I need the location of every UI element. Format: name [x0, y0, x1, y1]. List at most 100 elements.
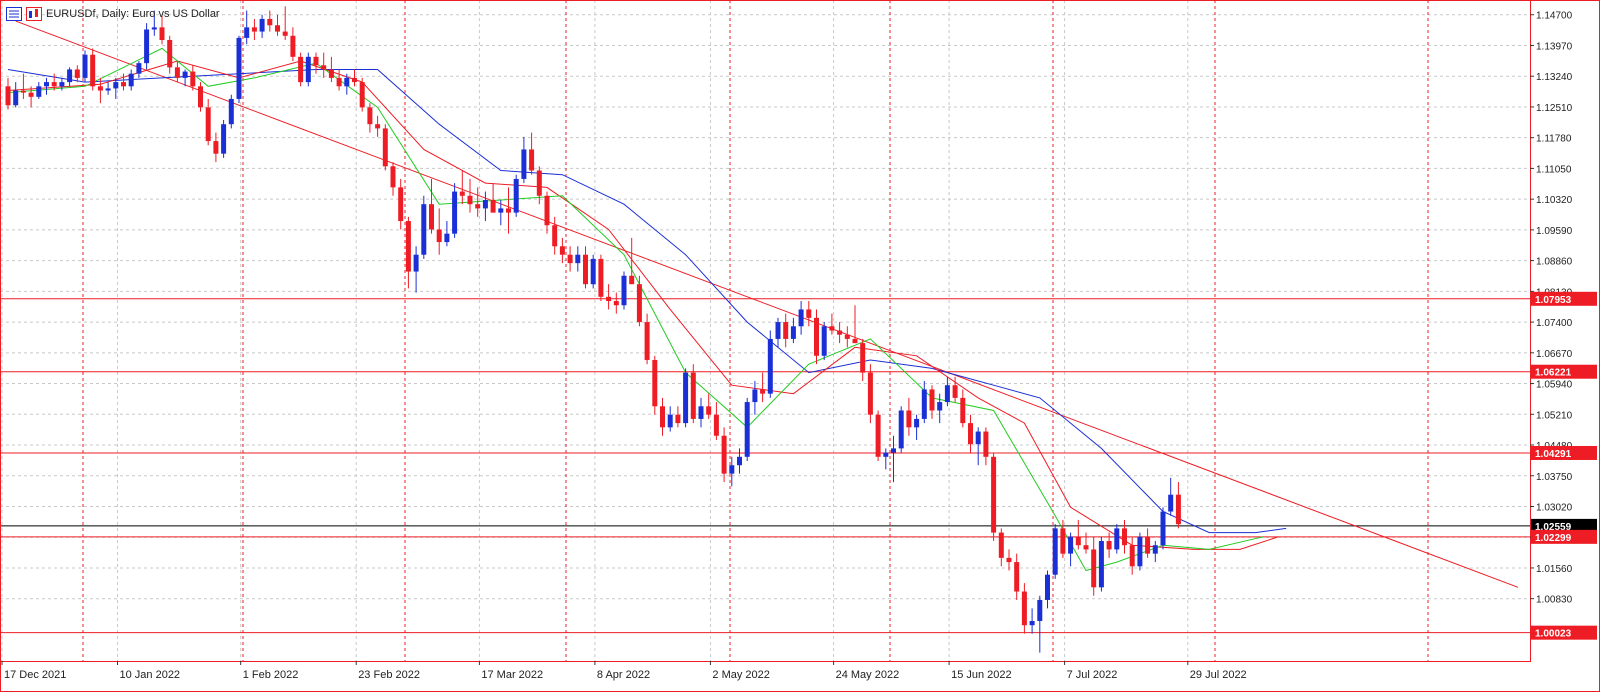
candle[interactable]: [529, 132, 535, 175]
candle[interactable]: [875, 410, 881, 462]
candle[interactable]: [290, 27, 296, 62]
candle[interactable]: [228, 94, 234, 129]
candle[interactable]: [190, 65, 196, 91]
candle[interactable]: [144, 23, 150, 70]
candle[interactable]: [1014, 553, 1020, 600]
candle[interactable]: [244, 10, 250, 45]
candle[interactable]: [1091, 536, 1097, 596]
candle[interactable]: [205, 98, 211, 146]
candle[interactable]: [1145, 528, 1151, 558]
candle[interactable]: [452, 183, 458, 238]
candle[interactable]: [629, 237, 635, 285]
candle[interactable]: [59, 77, 65, 91]
candle[interactable]: [182, 69, 188, 87]
candle[interactable]: [305, 52, 311, 87]
candle[interactable]: [67, 67, 73, 87]
candle[interactable]: [798, 301, 804, 335]
candle[interactable]: [937, 393, 943, 424]
candle[interactable]: [221, 119, 227, 158]
candle[interactable]: [382, 124, 388, 171]
candle[interactable]: [251, 18, 257, 40]
candle[interactable]: [513, 174, 519, 217]
candle[interactable]: [259, 14, 265, 38]
candle[interactable]: [898, 406, 904, 453]
candle[interactable]: [667, 406, 673, 432]
candle[interactable]: [174, 61, 180, 83]
trendline[interactable]: [15, 20, 1519, 588]
candle[interactable]: [837, 322, 843, 344]
candle[interactable]: [675, 406, 681, 428]
candle[interactable]: [398, 178, 404, 230]
candle[interactable]: [891, 435, 896, 483]
candle[interactable]: [683, 368, 689, 428]
candle[interactable]: [652, 355, 658, 415]
candle[interactable]: [744, 397, 750, 462]
candle[interactable]: [1045, 570, 1050, 609]
candle[interactable]: [613, 292, 619, 314]
candle[interactable]: [860, 338, 866, 382]
candle[interactable]: [490, 183, 496, 213]
candle[interactable]: [1083, 532, 1089, 554]
candle[interactable]: [790, 317, 796, 344]
candle[interactable]: [405, 216, 411, 289]
candle[interactable]: [1037, 595, 1043, 653]
candle[interactable]: [767, 330, 773, 398]
horizontal-levels[interactable]: [0, 298, 1530, 634]
candle[interactable]: [644, 313, 650, 365]
candle[interactable]: [960, 389, 966, 428]
candle[interactable]: [698, 397, 704, 428]
candle[interactable]: [706, 393, 712, 419]
candle[interactable]: [583, 246, 588, 289]
candle[interactable]: [367, 103, 373, 133]
candle[interactable]: [544, 191, 550, 234]
candle[interactable]: [1137, 532, 1143, 571]
candle[interactable]: [275, 14, 280, 36]
candle[interactable]: [752, 381, 758, 415]
candle[interactable]: [506, 187, 511, 234]
candle[interactable]: [713, 402, 719, 440]
candle[interactable]: [475, 187, 481, 217]
candle[interactable]: [521, 136, 527, 184]
candle[interactable]: [321, 52, 327, 78]
candle[interactable]: [844, 326, 850, 348]
candle[interactable]: [105, 82, 111, 95]
candle[interactable]: [883, 448, 889, 470]
candle[interactable]: [1129, 536, 1135, 575]
trendline-line[interactable]: [15, 20, 1519, 588]
candle[interactable]: [282, 6, 288, 40]
candle[interactable]: [1075, 519, 1081, 550]
candle[interactable]: [921, 381, 927, 424]
candle[interactable]: [1068, 532, 1074, 567]
candle[interactable]: [467, 178, 473, 213]
candle[interactable]: [51, 73, 57, 91]
candle[interactable]: [20, 73, 26, 99]
candle[interactable]: [151, 10, 157, 36]
candle[interactable]: [983, 427, 989, 466]
candle[interactable]: [760, 372, 766, 403]
candle[interactable]: [536, 166, 542, 205]
candle[interactable]: [74, 65, 80, 83]
candle[interactable]: [1122, 519, 1127, 554]
candle[interactable]: [28, 86, 34, 108]
candle[interactable]: [552, 216, 558, 255]
candle[interactable]: [559, 237, 565, 264]
chart-icon[interactable]: [26, 7, 42, 21]
candle[interactable]: [352, 69, 357, 87]
candle[interactable]: [375, 115, 381, 137]
candles[interactable]: [5, 6, 1181, 653]
candle[interactable]: [344, 73, 350, 95]
candle[interactable]: [914, 414, 920, 440]
candle[interactable]: [90, 48, 96, 91]
candle[interactable]: [621, 271, 627, 310]
candle[interactable]: [121, 73, 126, 91]
candle[interactable]: [606, 284, 612, 310]
candle[interactable]: [167, 35, 173, 74]
candle[interactable]: [806, 301, 812, 327]
candle[interactable]: [5, 77, 11, 110]
candle[interactable]: [36, 82, 42, 99]
candle[interactable]: [867, 364, 873, 424]
candle[interactable]: [991, 452, 997, 542]
candle[interactable]: [390, 162, 396, 196]
